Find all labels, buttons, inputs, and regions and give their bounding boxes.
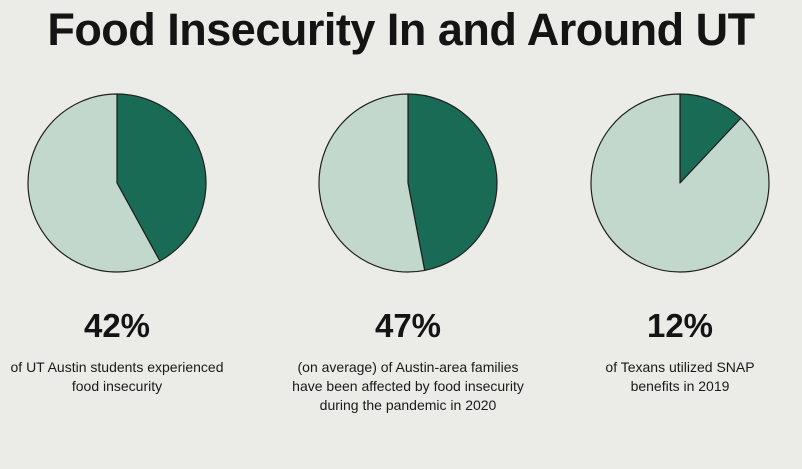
page-title: Food Insecurity In and Around UT <box>47 4 755 55</box>
pie-description: (on average) of Austin-area families hav… <box>292 359 524 413</box>
pie-chart-snap-texans <box>590 93 770 273</box>
pie-panel-austin-families: 47% (on average) of Austin-area families… <box>283 92 533 415</box>
pie-chart-ut-students <box>27 93 207 273</box>
pie-chart-austin-families <box>318 93 498 273</box>
percent-label: 47% <box>374 307 442 344</box>
pie-slice-highlight <box>116 93 207 262</box>
pie-slice-remainder <box>590 93 770 273</box>
pie-panel-ut-students: 42% of UT Austin students experienced fo… <box>0 92 242 396</box>
pie-slice-highlight <box>407 93 498 272</box>
pie-description: of UT Austin students experienced food i… <box>10 359 224 394</box>
pie-slice-highlight <box>679 93 742 184</box>
pie-description: of Texans utilized SNAP benefits in 2019 <box>605 359 755 394</box>
pie-slice-remainder <box>318 93 426 273</box>
pie-panel-snap-texans: 12% of Texans utilized SNAP benefits in … <box>555 92 802 396</box>
percent-label: 12% <box>646 307 714 344</box>
percent-label: 42% <box>83 307 151 344</box>
pie-slice-remainder <box>27 93 161 273</box>
